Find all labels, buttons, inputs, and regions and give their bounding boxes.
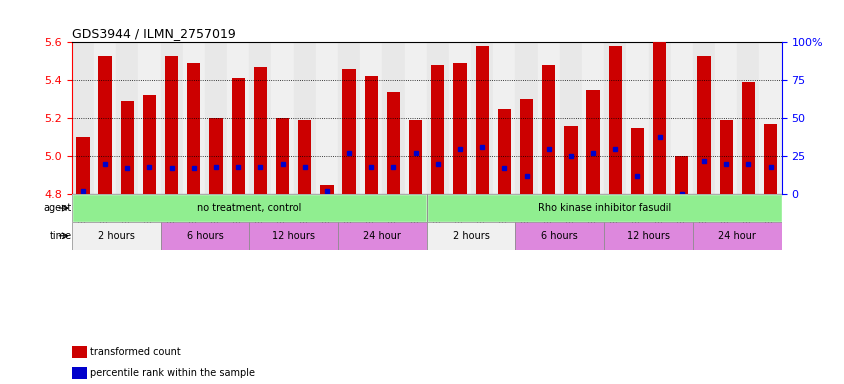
Bar <box>670 42 692 194</box>
Bar <box>99 56 111 194</box>
Bar <box>160 222 249 250</box>
Bar <box>121 101 133 194</box>
Bar <box>276 118 289 194</box>
Bar <box>515 222 603 250</box>
Bar <box>625 42 648 194</box>
Bar <box>582 42 603 194</box>
Bar <box>608 46 621 194</box>
Bar <box>564 126 577 194</box>
Bar <box>603 42 625 194</box>
Bar <box>648 42 670 194</box>
Bar <box>294 42 316 194</box>
Bar <box>138 42 160 194</box>
Bar <box>387 92 400 194</box>
Bar <box>165 56 178 194</box>
Bar <box>560 42 582 194</box>
Bar <box>227 42 249 194</box>
Bar <box>741 82 755 194</box>
Bar <box>338 42 360 194</box>
Bar <box>714 42 736 194</box>
Bar <box>404 42 426 194</box>
Bar <box>519 99 533 194</box>
Bar <box>338 222 426 250</box>
Bar <box>719 120 732 194</box>
Bar <box>72 194 426 222</box>
Bar <box>342 69 355 194</box>
Bar <box>759 42 781 194</box>
Bar <box>249 42 271 194</box>
Bar <box>448 42 471 194</box>
Bar <box>316 42 338 194</box>
Text: 12 hours: 12 hours <box>272 231 315 241</box>
Bar <box>471 42 493 194</box>
Bar <box>76 137 89 194</box>
Bar <box>586 90 599 194</box>
Bar <box>692 222 781 250</box>
Bar <box>475 46 489 194</box>
Bar <box>187 63 200 194</box>
Bar <box>360 42 381 194</box>
Bar <box>652 42 666 194</box>
Text: time: time <box>50 231 72 241</box>
Bar <box>515 42 537 194</box>
Text: 6 hours: 6 hours <box>187 231 223 241</box>
Bar <box>365 76 377 194</box>
Text: percentile rank within the sample: percentile rank within the sample <box>90 368 255 378</box>
Bar <box>452 63 466 194</box>
Bar <box>430 65 444 194</box>
Bar <box>298 120 311 194</box>
Bar <box>696 56 710 194</box>
Text: 12 hours: 12 hours <box>626 231 669 241</box>
Bar <box>160 42 182 194</box>
Bar <box>497 109 511 194</box>
Bar <box>143 96 156 194</box>
Text: 2 hours: 2 hours <box>452 231 489 241</box>
Bar <box>182 42 205 194</box>
Bar <box>116 42 138 194</box>
Bar <box>209 118 223 194</box>
Bar <box>537 42 560 194</box>
Bar <box>205 42 227 194</box>
Bar <box>320 185 333 194</box>
Bar <box>603 222 692 250</box>
Bar <box>426 42 448 194</box>
Bar <box>231 78 245 194</box>
Text: 2 hours: 2 hours <box>98 231 134 241</box>
Bar <box>408 120 422 194</box>
Bar <box>630 128 643 194</box>
Bar <box>72 42 94 194</box>
Bar <box>72 194 426 222</box>
Bar <box>493 42 515 194</box>
Bar <box>736 42 759 194</box>
Bar <box>426 194 781 222</box>
Bar <box>763 124 776 194</box>
Bar <box>426 194 781 222</box>
Bar <box>271 42 294 194</box>
Bar <box>381 42 404 194</box>
Text: 6 hours: 6 hours <box>541 231 577 241</box>
Bar <box>72 222 160 250</box>
Bar <box>426 222 515 250</box>
Text: 24 hour: 24 hour <box>363 231 401 241</box>
Bar <box>249 222 338 250</box>
Bar <box>674 156 688 194</box>
Text: no treatment, control: no treatment, control <box>197 203 301 213</box>
Bar <box>542 65 555 194</box>
Text: agent: agent <box>44 203 72 213</box>
Text: transformed count: transformed count <box>90 347 181 357</box>
Bar <box>253 67 267 194</box>
Text: GDS3944 / ILMN_2757019: GDS3944 / ILMN_2757019 <box>72 26 235 40</box>
Bar <box>692 42 714 194</box>
Text: Rho kinase inhibitor fasudil: Rho kinase inhibitor fasudil <box>537 203 670 213</box>
Bar <box>94 42 116 194</box>
Text: 24 hour: 24 hour <box>717 231 755 241</box>
